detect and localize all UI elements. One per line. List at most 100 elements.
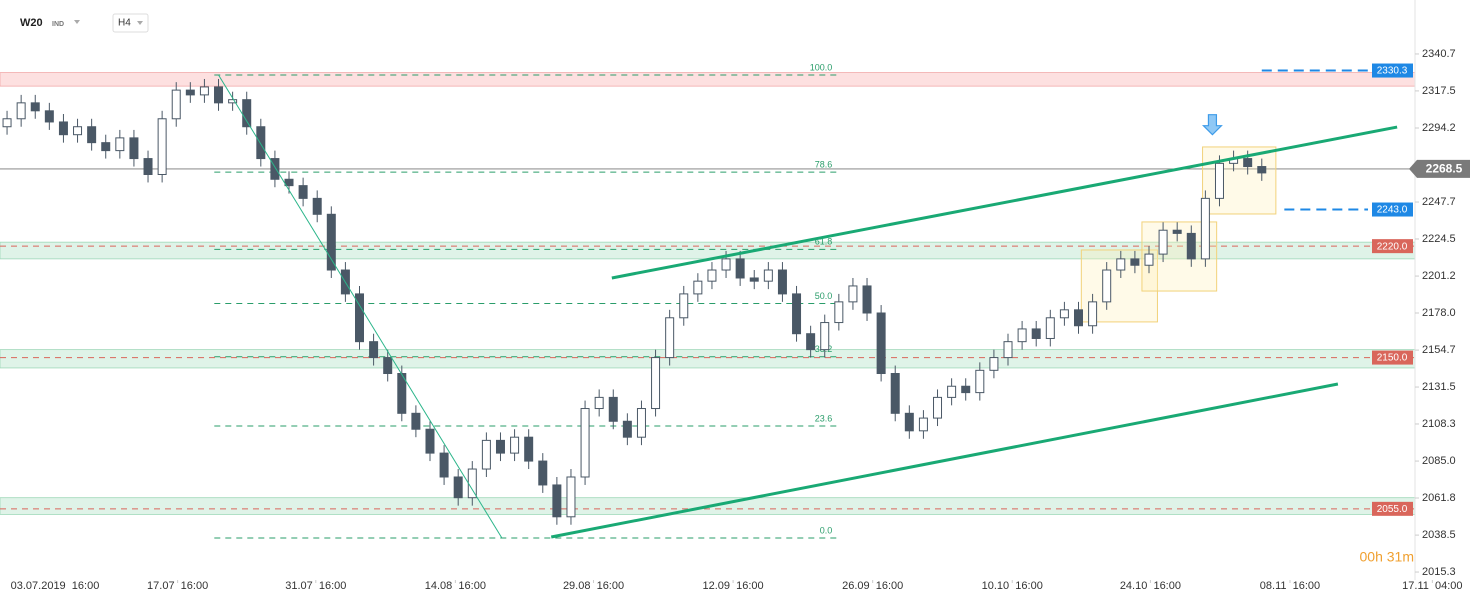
- candle-body: [185, 89, 195, 96]
- fib-label: 23.6: [815, 413, 833, 423]
- x-tick-label: 08.11 16:00: [1260, 580, 1320, 592]
- candle-body: [1172, 229, 1182, 234]
- y-tick-label: 2247.7: [1422, 196, 1456, 208]
- candle-body: [1116, 258, 1126, 271]
- candle-body: [792, 293, 802, 335]
- candle-body: [735, 258, 745, 279]
- candle-body: [848, 285, 858, 303]
- symbol[interactable]: W20: [20, 17, 43, 29]
- current-price-tag: [1409, 159, 1470, 178]
- candle-body: [693, 280, 703, 295]
- y-tick-label: 2131.5: [1422, 381, 1456, 393]
- y-tick-label: 2108.3: [1422, 418, 1456, 430]
- price-tag-label: 2330.3: [1377, 66, 1408, 77]
- candle-body: [933, 396, 943, 419]
- candle-body: [87, 126, 97, 144]
- price-tag-label: 2243.0: [1377, 205, 1408, 216]
- fib-label: 61.8: [815, 237, 833, 247]
- candle-body: [298, 185, 308, 199]
- candle-body: [1059, 309, 1069, 319]
- candle-body: [1088, 301, 1098, 327]
- dropdown-icon[interactable]: [74, 20, 80, 24]
- fib-label: 78.6: [815, 159, 833, 169]
- candle-body: [439, 452, 449, 478]
- candle-body: [326, 213, 336, 271]
- candle-body: [101, 142, 111, 152]
- candle-body: [904, 412, 914, 432]
- candle-body: [763, 269, 773, 282]
- candle-body: [1243, 158, 1253, 168]
- y-tick-label: 2038.5: [1422, 529, 1456, 541]
- x-tick-label: 12.09 16:00: [703, 580, 764, 592]
- pattern-box: [1202, 146, 1277, 215]
- price-tag-label: 2055.0: [1377, 504, 1408, 515]
- trendline: [218, 74, 503, 539]
- x-tick-label: 31.07 16:00: [285, 580, 346, 592]
- candle-body: [918, 417, 928, 432]
- x-tick-label: 17.07 16:00: [147, 580, 208, 592]
- candle-body: [1074, 309, 1083, 327]
- candle-body: [608, 396, 618, 422]
- candle-body: [806, 333, 816, 351]
- x-tick-label: 24.10 16:00: [1120, 580, 1181, 592]
- fib-label: 50.0: [815, 291, 833, 301]
- interval[interactable]: H4: [118, 18, 131, 29]
- candle-body: [214, 86, 224, 104]
- y-tick-label: 2154.7: [1422, 344, 1456, 356]
- candle-body: [1158, 229, 1168, 255]
- candle-body: [256, 126, 266, 160]
- zone: [0, 349, 1416, 369]
- dropdown-icon[interactable]: [137, 21, 143, 25]
- x-tick-label: 26.09 16:00: [842, 580, 903, 592]
- candle-body: [552, 484, 562, 518]
- candle-body: [312, 197, 322, 215]
- candle-body: [1200, 197, 1210, 260]
- candle-body: [369, 341, 379, 359]
- candle-body: [834, 301, 844, 324]
- trendline: [611, 125, 1398, 280]
- y-tick-label: 2294.2: [1422, 122, 1456, 134]
- price-tag: [1372, 350, 1413, 365]
- price-tag-label: 2150.0: [1377, 353, 1408, 364]
- candle-body: [707, 269, 717, 282]
- y-tick-label: 2061.8: [1422, 492, 1456, 504]
- candle-body: [975, 369, 985, 394]
- candle-body: [143, 158, 153, 175]
- price-tag: [1372, 63, 1413, 78]
- candle-body: [242, 99, 252, 128]
- candle-body: [383, 357, 393, 375]
- market: IND: [52, 21, 64, 28]
- timer: 00h 31m: [1360, 549, 1414, 565]
- candle-body: [622, 420, 632, 438]
- candle-body: [425, 428, 435, 454]
- signal-arrow: [1201, 114, 1223, 136]
- price-tag: [1372, 501, 1413, 516]
- candle-body: [1031, 328, 1041, 339]
- price-tag-label: 2220.0: [1377, 241, 1408, 252]
- candle-body: [566, 476, 576, 518]
- candle-body: [665, 317, 675, 359]
- y-tick-label: 2317.5: [1422, 85, 1456, 97]
- interval-button[interactable]: [112, 13, 149, 33]
- price-tag: [1372, 202, 1413, 217]
- candle-body: [115, 137, 125, 152]
- candle-body: [44, 110, 54, 123]
- candle-body: [1017, 328, 1027, 343]
- candle-body: [862, 285, 872, 314]
- candle-body: [16, 102, 26, 120]
- y-tick-label: 2340.7: [1422, 48, 1456, 60]
- x-tick-label: 10.10 16:00: [982, 580, 1043, 592]
- current-price-label: 2268.5: [1426, 162, 1463, 176]
- y-tick-label: 2224.5: [1422, 233, 1456, 245]
- candle-body: [890, 373, 900, 414]
- x-tick-label: 29.08 16:00: [563, 580, 624, 592]
- y-tick-label: 2085.0: [1422, 455, 1456, 467]
- candle-body: [199, 86, 209, 96]
- zone: [0, 72, 1416, 87]
- candle-body: [1144, 253, 1154, 266]
- trendline: [550, 382, 1339, 539]
- x-tick-label: 14.08 16:00: [425, 580, 486, 592]
- candle-body: [171, 89, 181, 120]
- candle-body: [1102, 269, 1112, 303]
